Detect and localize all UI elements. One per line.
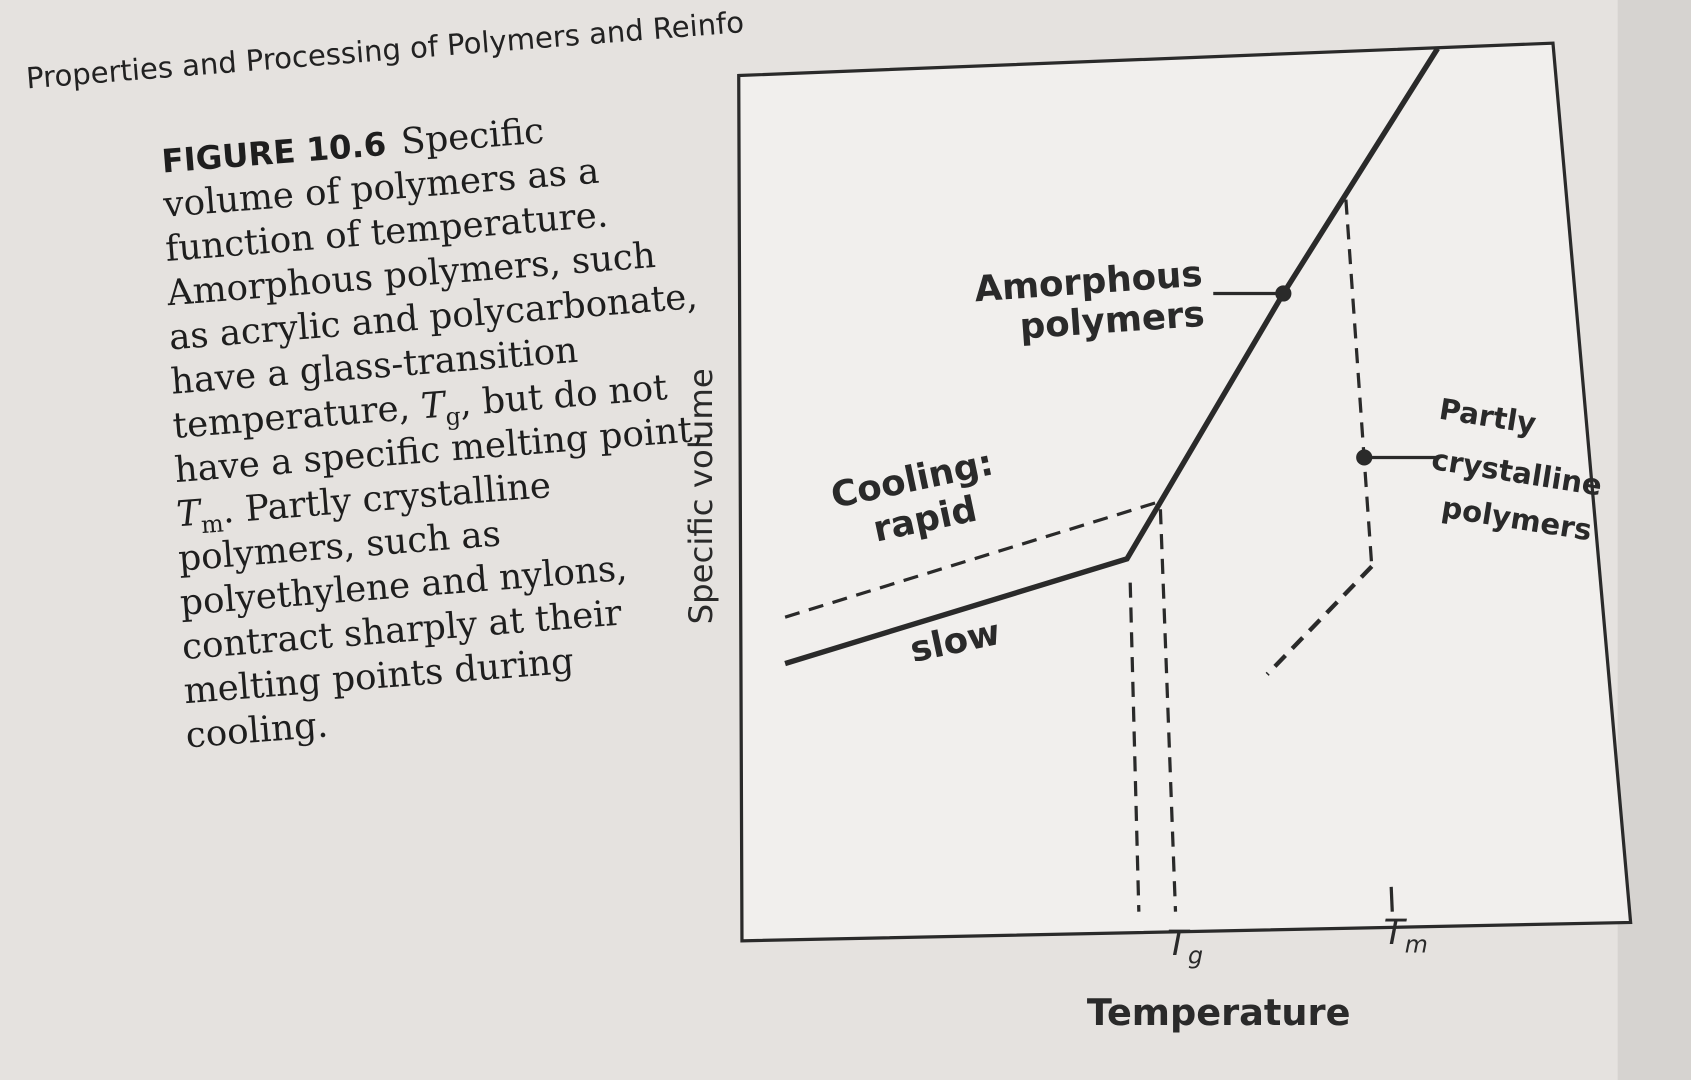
- amorphous-dot: [1275, 285, 1292, 302]
- tg-main: T: [1167, 924, 1191, 964]
- tm-tick: [1389, 886, 1394, 912]
- tm-main: T: [1384, 913, 1408, 953]
- crystalline-dot: [1356, 449, 1373, 466]
- frame: [737, 41, 1633, 943]
- tg-sub: g: [1188, 941, 1203, 969]
- x-axis-label: Temperature: [1087, 991, 1351, 1034]
- tm-dash: [1344, 199, 1374, 567]
- y-axis-label: Specific volume: [682, 368, 720, 624]
- crystalline-dash: [1265, 564, 1374, 676]
- tg-label: Tg: [1167, 924, 1203, 970]
- tg-slow-dash: [1128, 582, 1141, 912]
- caption-subscript: m: [200, 509, 225, 539]
- tm-label: Tm: [1384, 913, 1428, 959]
- rapid-curve: [784, 500, 1160, 619]
- caption-subscript: g: [445, 402, 462, 431]
- diagram: [737, 41, 1633, 943]
- tg-rapid-dash: [1158, 509, 1178, 912]
- slow-curve: [784, 47, 1440, 667]
- tm-sub: m: [1405, 931, 1428, 959]
